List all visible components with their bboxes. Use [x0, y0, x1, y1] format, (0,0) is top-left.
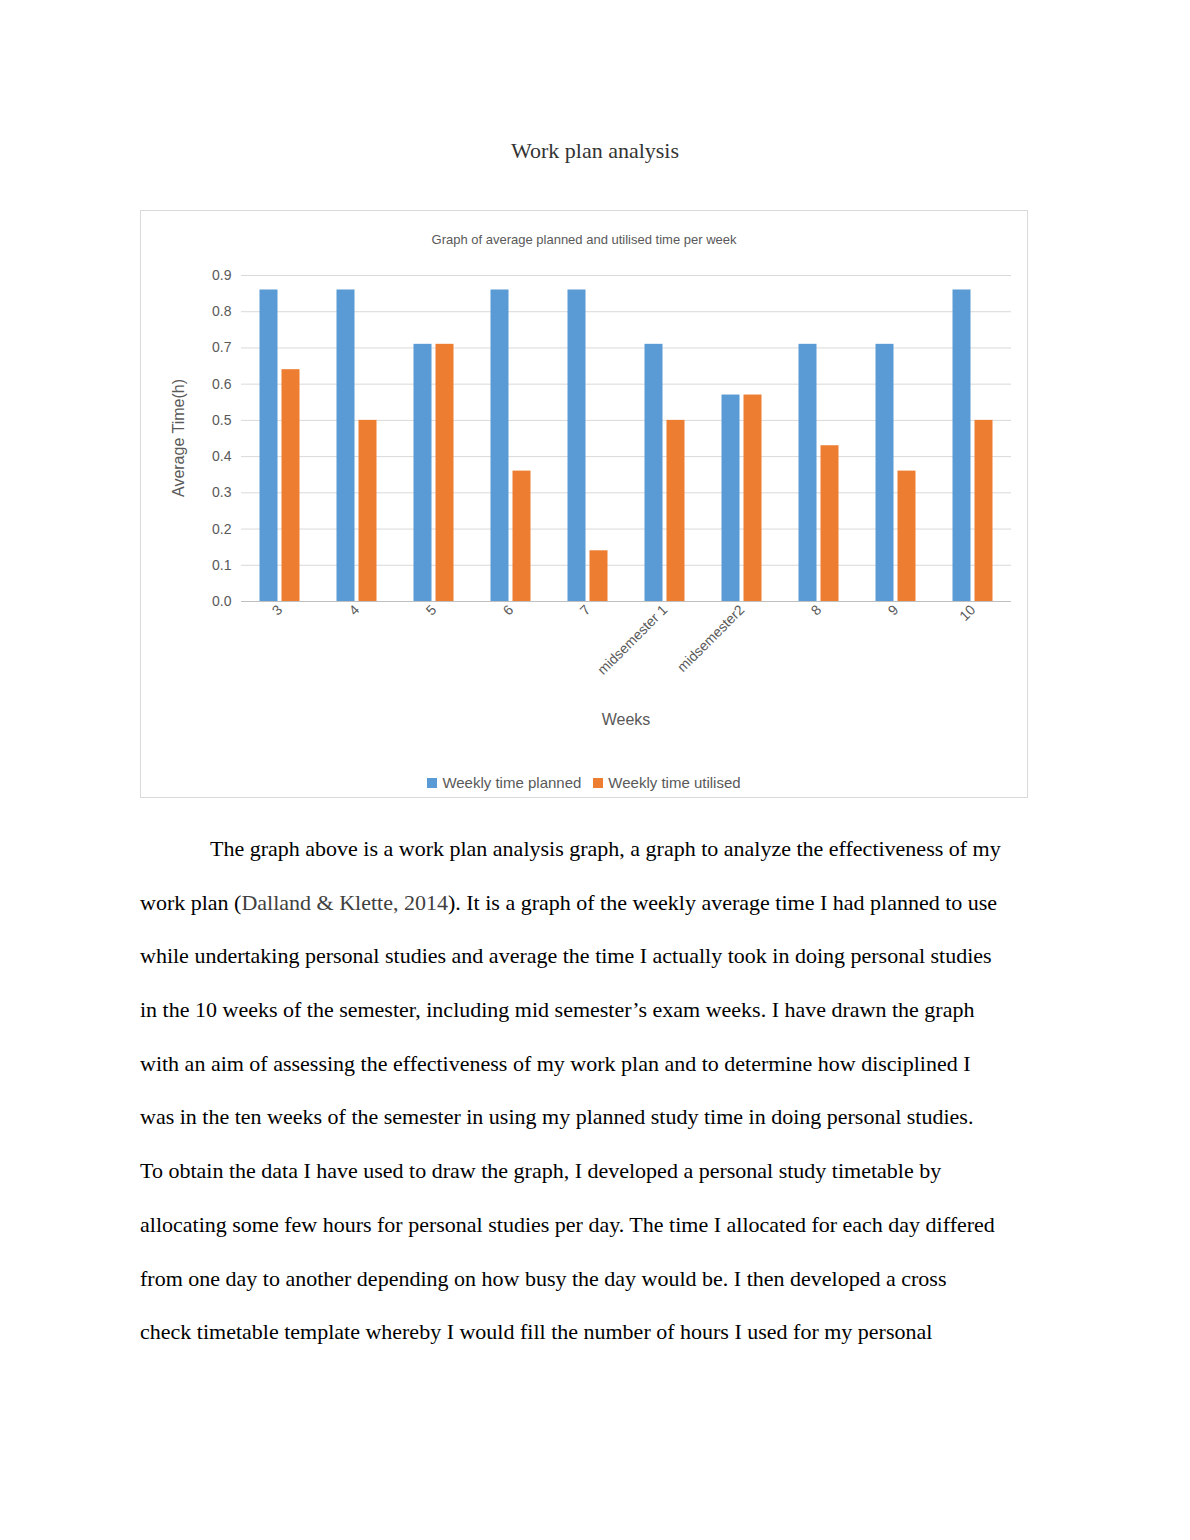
html-text:Graph of average planned and u: Graph of average planned and utilised ti…	[431, 232, 737, 247]
html-text:Weekly time utilised: Weekly time utilised	[608, 774, 741, 791]
html-text:work plan (Dalland & Klette, 2: work plan (Dalland & Klette, 2014). It i…	[140, 889, 998, 915]
html-text:check timetable template where: check timetable template whereby I would…	[140, 1319, 933, 1345]
svg-text:0.1: 0.1	[212, 557, 232, 573]
svg-text:8: 8	[807, 601, 824, 618]
svg-text:4: 4	[345, 601, 362, 618]
svg-text:0.0: 0.0	[212, 593, 232, 609]
svg-text:3: 3	[268, 601, 285, 618]
svg-text:0.9: 0.9	[212, 267, 232, 283]
svg-text:0.2: 0.2	[212, 521, 232, 537]
html-text:with an aim of assessing the e: with an aim of assessing the effectivene…	[140, 1050, 971, 1076]
svg-text:midsemester2: midsemester2	[674, 601, 748, 675]
svg-text:9: 9	[884, 601, 901, 618]
html-text:was in the ten weeks of the se: was in the ten weeks of the semester in …	[140, 1104, 974, 1130]
svg-text:0.3: 0.3	[212, 484, 232, 500]
html-text:Work plan analysis: Work plan analysis	[511, 138, 679, 163]
html-text:To obtain the data I have used: To obtain the data I have used to draw t…	[140, 1158, 942, 1184]
svg-text:0.6: 0.6	[212, 376, 232, 392]
svg-text:0.8: 0.8	[212, 303, 232, 319]
svg-text:0.5: 0.5	[212, 412, 232, 428]
html-text:while undertaking personal stu: while undertaking personal studies and a…	[140, 943, 992, 969]
svg-text:midsemester 1: midsemester 1	[594, 601, 670, 677]
html-text:The graph above is a work plan: The graph above is a work plan analysis …	[210, 836, 1001, 861]
svg-text:0.7: 0.7	[212, 339, 232, 355]
svg-text:10: 10	[956, 601, 978, 623]
html-text:allocating some few hours for: allocating some few hours for personal s…	[140, 1211, 995, 1237]
html-text:from one day to another depend: from one day to another depending on how…	[140, 1265, 947, 1291]
svg-text:7: 7	[576, 601, 593, 618]
svg-text:5: 5	[422, 601, 439, 618]
html-text:Weekly time planned: Weekly time planned	[442, 774, 582, 791]
svg-text:0.4: 0.4	[212, 448, 232, 464]
svg-text:6: 6	[499, 601, 516, 618]
html-text:in the 10 weeks of the semeste: in the 10 weeks of the semester, includi…	[140, 997, 975, 1023]
html-text:Weeks: Weeks	[601, 711, 651, 728]
html-text:Average Time(h): Average Time(h)	[170, 379, 187, 497]
